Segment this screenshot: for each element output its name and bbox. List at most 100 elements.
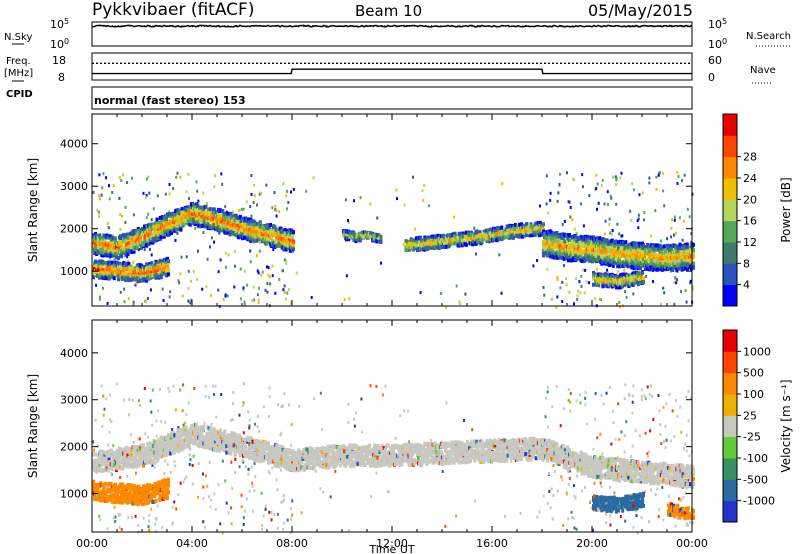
data-cell	[444, 524, 447, 528]
data-cell	[142, 191, 145, 195]
data-cell	[126, 181, 128, 184]
data-cell	[623, 397, 626, 400]
data-cell	[224, 293, 227, 297]
data-cell	[156, 268, 160, 273]
data-cell	[601, 452, 604, 456]
data-cell	[187, 269, 190, 273]
data-cell	[132, 302, 135, 306]
data-cell	[100, 193, 103, 197]
data-cell	[689, 521, 692, 524]
data-cell	[213, 218, 217, 223]
data-cell	[484, 228, 488, 233]
data-cell	[595, 249, 599, 254]
data-cell	[100, 264, 104, 269]
data-cell	[107, 226, 110, 230]
noise-left-tick: 100	[50, 37, 69, 51]
data-cell	[285, 259, 288, 263]
data-cell	[118, 525, 121, 529]
data-cell	[234, 264, 236, 268]
data-cell	[254, 422, 257, 426]
data-cell	[192, 454, 195, 458]
data-cell	[155, 275, 159, 280]
data-cell	[676, 516, 679, 520]
noise-right-tick: 105	[708, 17, 727, 31]
data-cell	[360, 397, 363, 401]
data-cell	[343, 298, 346, 301]
data-cell	[250, 214, 253, 218]
data-cell	[238, 465, 241, 469]
data-cell	[280, 240, 284, 244]
data-cell	[239, 267, 242, 271]
y-tick-label: 2000	[60, 223, 88, 236]
data-cell	[637, 226, 640, 230]
data-cell	[115, 382, 118, 386]
data-cell	[150, 410, 153, 414]
data-cell	[201, 287, 204, 291]
data-cell	[427, 245, 431, 249]
data-cell	[441, 470, 444, 473]
data-cell	[238, 413, 241, 417]
data-cell	[631, 444, 634, 448]
data-cell	[379, 234, 383, 239]
data-cell	[682, 219, 685, 223]
data-cell	[394, 436, 397, 440]
data-cell	[156, 236, 160, 241]
data-cell	[209, 218, 213, 222]
data-cell	[286, 207, 288, 211]
data-cell	[270, 235, 274, 240]
data-cell	[471, 242, 475, 247]
data-cell	[553, 470, 556, 474]
data-cell	[198, 208, 202, 213]
data-cell	[674, 276, 677, 280]
data-cell	[160, 419, 163, 423]
data-cell	[570, 510, 573, 514]
data-cell	[253, 183, 255, 187]
data-cell	[206, 257, 209, 261]
data-cell	[598, 256, 602, 261]
data-cell	[605, 391, 608, 395]
data-cell	[256, 230, 260, 235]
data-cell	[569, 391, 572, 395]
data-cell	[682, 495, 685, 499]
data-cell	[298, 404, 301, 408]
data-cell	[173, 223, 177, 228]
data-cell	[257, 236, 261, 241]
data-cell	[119, 234, 123, 239]
data-cell	[167, 272, 170, 277]
data-cell	[535, 225, 539, 230]
data-cell	[556, 278, 559, 281]
data-cell	[329, 495, 332, 499]
data-cell	[202, 485, 205, 489]
data-cell	[277, 231, 281, 236]
data-cell	[145, 243, 149, 248]
data-cell	[189, 301, 192, 305]
data-cell	[685, 523, 688, 527]
data-cell	[102, 172, 105, 176]
data-cell	[557, 252, 561, 257]
data-cell	[270, 518, 273, 522]
data-cell	[117, 247, 120, 252]
data-cell	[219, 208, 223, 213]
data-cell	[562, 233, 566, 237]
data-cell	[347, 421, 350, 425]
data-cell	[567, 398, 570, 402]
data-cell	[640, 515, 643, 519]
data-cell	[180, 210, 184, 215]
data-cell	[600, 485, 603, 488]
data-cell	[160, 259, 164, 264]
data-cell	[143, 248, 146, 252]
data-cell	[132, 237, 136, 241]
data-cell	[105, 397, 108, 401]
data-cell	[202, 191, 205, 195]
data-cell	[175, 227, 179, 232]
data-cell	[538, 510, 541, 514]
data-cell	[252, 509, 254, 513]
data-cell	[436, 233, 440, 238]
data-cell	[108, 260, 112, 265]
data-cell	[275, 478, 278, 482]
data-cell	[126, 252, 130, 257]
data-cell	[166, 256, 169, 261]
data-cell	[456, 237, 460, 242]
data-cell	[150, 222, 154, 227]
data-cell	[266, 290, 269, 294]
